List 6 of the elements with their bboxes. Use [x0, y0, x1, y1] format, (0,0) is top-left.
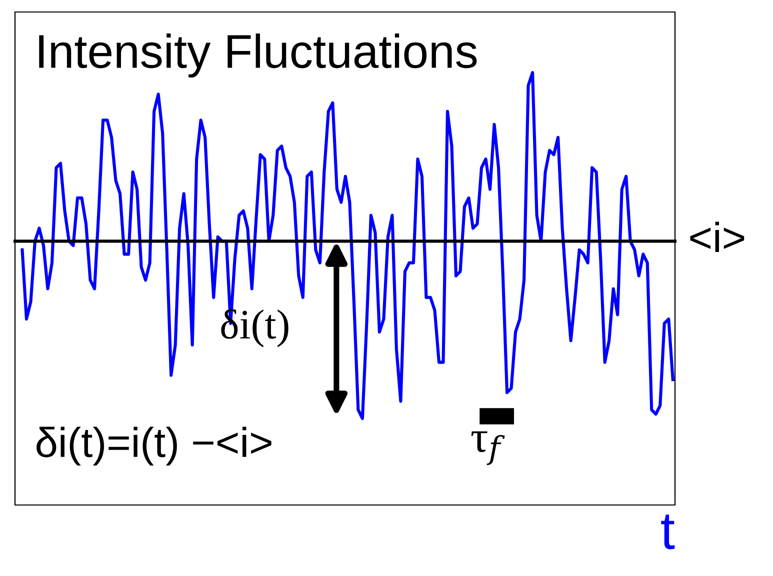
chart-title: Intensity Fluctuations	[39, 34, 477, 78]
annotation: δi(t)=i(t) −<i>	[36, 426, 272, 466]
annotation: τ$_{f}$	[471, 431, 505, 466]
ref-line-label: <i>	[690, 222, 744, 252]
annotation: δi(t)	[221, 309, 288, 348]
x-axis-title: t	[661, 514, 675, 550]
